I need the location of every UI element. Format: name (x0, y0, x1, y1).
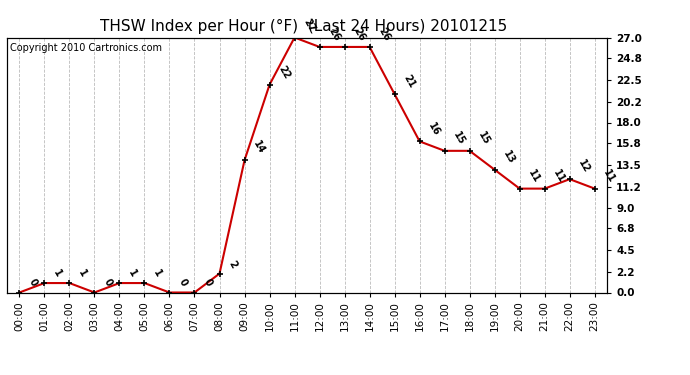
Text: 0: 0 (101, 278, 113, 288)
Text: 13: 13 (502, 149, 517, 165)
Text: 1: 1 (151, 268, 164, 279)
Text: 12: 12 (577, 158, 592, 175)
Text: 11: 11 (551, 168, 567, 184)
Text: THSW Index per Hour (°F)  (Last 24 Hours) 20101215: THSW Index per Hour (°F) (Last 24 Hours)… (100, 19, 507, 34)
Text: 15: 15 (451, 130, 467, 147)
Text: 2: 2 (226, 259, 239, 270)
Text: 21: 21 (402, 73, 417, 90)
Text: 1: 1 (51, 268, 63, 279)
Text: 11: 11 (602, 168, 617, 184)
Text: Copyright 2010 Cartronics.com: Copyright 2010 Cartronics.com (10, 43, 162, 52)
Text: 26: 26 (377, 26, 392, 43)
Text: 0: 0 (177, 278, 188, 288)
Text: 0: 0 (201, 278, 213, 288)
Text: 0: 0 (26, 278, 39, 288)
Text: 27: 27 (302, 16, 317, 33)
Text: 1: 1 (126, 268, 139, 279)
Text: 14: 14 (251, 140, 267, 156)
Text: 11: 11 (526, 168, 542, 184)
Text: 16: 16 (426, 120, 442, 137)
Text: 26: 26 (351, 26, 367, 43)
Text: 1: 1 (77, 268, 88, 279)
Text: 22: 22 (277, 64, 292, 81)
Text: 26: 26 (326, 26, 342, 43)
Text: 15: 15 (477, 130, 492, 147)
